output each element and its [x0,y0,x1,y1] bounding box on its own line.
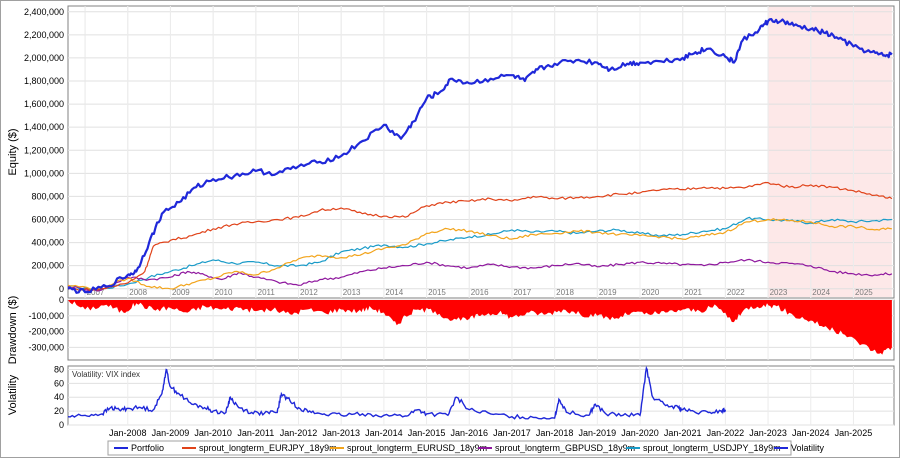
equity-year-label: 2008 [129,288,147,297]
equity-y-ticks: 0 200,000 400,000 600,000 800,000 1,000,000 1,… [24,7,64,294]
equity-series-portfolio [67,18,893,294]
x-tick-label: Jan-2018 [536,428,574,438]
equity-panel: 0 200,000 400,000 600,000 800,000 1,000,000 1,… [7,5,895,299]
legend-label: sprout_longterm_GBPUSD_18y9m [495,443,635,453]
legend: Portfolio sprout_longterm_EURJPY_18y9m spr… [107,440,825,456]
volatility-y-axis-label: Volatility [7,374,19,415]
equity-y-axis-label: Equity ($) [7,128,19,175]
volatility-plot-area [67,365,895,426]
drawdown-panel: 0 -100,000 -200,000 -300,000 Drawdown ($) [7,295,895,364]
equity-grid [68,6,894,298]
equity-y-tick-label: 800,000 [31,191,64,201]
equity-year-label: 2024 [812,288,830,297]
equity-year-label: 2013 [343,288,361,297]
equity-year-label: 2009 [172,288,190,297]
legend-label: Volatility [791,443,825,453]
equity-series-sprout-longterm-usdjpy-18y9m [67,216,892,291]
volatility-y-tick-label: 0 [59,420,64,430]
equity-y-tick-label: 1,200,000 [24,145,64,155]
legend-items: Portfolio sprout_longterm_EURJPY_18y9m spr… [114,443,825,453]
equity-year-label: 2021 [684,288,702,297]
x-tick-label: Jan-2017 [493,428,531,438]
x-tick-label: Jan-2012 [280,428,318,438]
drawdown-y-tick-label: 0 [59,295,64,305]
equity-year-label: 2018 [556,288,574,297]
x-tick-label: Jan-2010 [194,428,232,438]
legend-label: Portfolio [131,443,164,453]
legend-box [107,440,792,456]
equity-y-tick-label: 600,000 [31,215,64,225]
equity-year-label: 2014 [385,288,403,297]
x-tick-label: Jan-2022 [707,428,745,438]
x-tick-label: Jan-2014 [365,428,403,438]
equity-year-label: 2012 [300,288,318,297]
equity-y-tick-label: 1,600,000 [24,99,64,109]
volatility-y-tick-label: 60 [54,378,64,388]
volatility-y-tick-label: 80 [54,364,64,374]
volatility-line [67,365,727,420]
equity-y-tick-label: 1,000,000 [24,168,64,178]
x-tick-label: Jan-2016 [450,428,488,438]
equity-year-label: 2010 [215,288,233,297]
volatility-title: Volatility: VIX index [72,370,140,379]
equity-year-label: 2017 [513,288,531,297]
volatility-panel: 0 20 40 60 80 Volatility: VIX index Volatili… [7,364,895,430]
equity-year-label: 2016 [471,288,489,297]
x-axis-ticks: Jan-2008 Jan-2009 Jan-2010 Jan-2011 Jan-2012… [109,428,872,438]
x-tick-label: Jan-2019 [579,428,617,438]
equity-y-tick-label: 1,400,000 [24,122,64,132]
volatility-y-ticks: 0 20 40 60 80 [54,364,64,430]
equity-year-label: 2022 [727,288,745,297]
equity-y-tick-label: 2,400,000 [24,7,64,17]
equity-y-tick-label: 2,000,000 [24,53,64,63]
equity-year-label: 2015 [428,288,446,297]
x-tick-label: Jan-2021 [664,428,702,438]
equity-year-label: 2020 [642,288,660,297]
x-tick-label: Jan-2020 [621,428,659,438]
equity-year-label: 2019 [599,288,617,297]
equity-y-tick-label: 1,800,000 [24,76,64,86]
equity-year-labels: 2007 2008 2009 2010 2011 2012 2013 2014 2015 2016… [87,288,874,297]
legend-label: sprout_longterm_EURUSD_18y9m [347,443,487,453]
drawdown-y-ticks: 0 -100,000 -200,000 -300,000 [28,295,64,352]
x-tick-label: Jan-2009 [152,428,190,438]
equity-year-label: 2025 [855,288,873,297]
equity-series-sprout-longterm-eurusd-18y9m [67,218,892,290]
equity-y-tick-label: 2,200,000 [24,30,64,40]
equity-series-sprout-longterm-eurjpy-18y9m [67,181,893,292]
legend-label: sprout_longterm_EURJPY_18y9m [199,443,337,453]
equity-y-tick-label: 400,000 [31,238,64,248]
x-tick-label: Jan-2011 [237,428,274,438]
equity-y-tick-label: 0 [59,284,64,294]
x-tick-label: Jan-2015 [408,428,446,438]
volatility-grid [68,366,894,426]
stagnation-region [768,7,892,297]
equity-year-label: 2011 [258,288,276,297]
x-tick-label: Jan-2023 [749,428,787,438]
drawdown-y-axis-label: Drawdown ($) [7,296,19,364]
volatility-y-tick-label: 40 [54,392,64,402]
equity-series-lines [67,18,893,294]
x-tick-label: Jan-2024 [792,428,830,438]
equity-year-label: 2007 [87,288,105,297]
x-tick-label: Jan-2025 [835,428,873,438]
equity-y-tick-label: 200,000 [31,261,64,271]
volatility-y-tick-label: 20 [54,406,64,416]
equity-year-label: 2023 [770,288,788,297]
x-tick-label: Jan-2008 [109,428,147,438]
drawdown-y-tick-label: -100,000 [28,311,64,321]
drawdown-y-tick-label: -300,000 [28,342,64,352]
equity-plot-area [67,5,895,299]
drawdown-y-tick-label: -200,000 [28,327,64,337]
legend-label: sprout_longterm_USDJPY_18y9m [643,443,781,453]
x-tick-label: Jan-2013 [322,428,360,438]
drawdown-area [68,300,892,355]
